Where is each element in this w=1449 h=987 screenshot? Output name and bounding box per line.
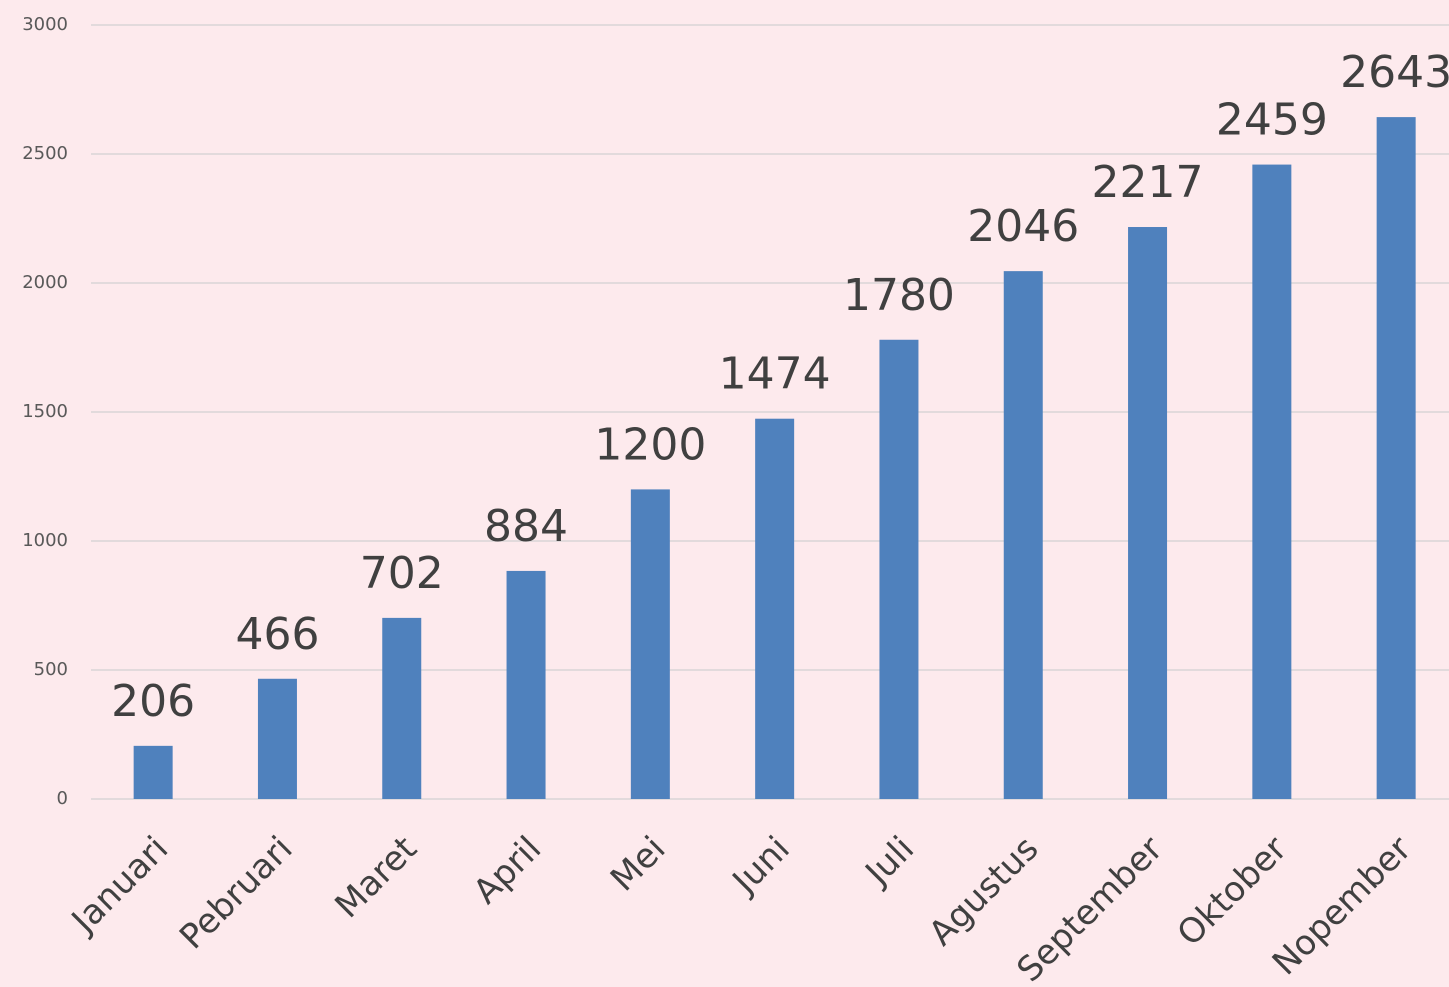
data-label: 466 — [235, 609, 319, 660]
y-tick-label: 0 — [57, 788, 68, 809]
data-label: 1200 — [594, 419, 706, 470]
x-tick-label: Januari — [63, 829, 176, 942]
x-tick-label: Pebruari — [172, 829, 300, 957]
data-label: 702 — [360, 548, 444, 599]
data-label: 1474 — [719, 349, 831, 400]
data-label: 206 — [111, 676, 195, 727]
bar — [133, 745, 173, 799]
y-tick-label: 1000 — [22, 530, 68, 551]
x-tick-label: Juli — [857, 829, 922, 894]
y-tick-label: 3000 — [22, 14, 68, 35]
y-tick-label: 2500 — [22, 143, 68, 164]
x-tick-label: Mei — [603, 829, 674, 900]
bar — [1252, 164, 1292, 799]
bar — [879, 339, 919, 799]
x-tick-label: Maret — [327, 829, 424, 926]
bar — [1003, 271, 1043, 800]
bar — [257, 678, 297, 799]
data-label: 1780 — [843, 270, 955, 321]
x-tick-label: Oktober — [1170, 829, 1295, 954]
bar — [506, 570, 546, 799]
data-label: 2046 — [967, 201, 1079, 252]
bar — [630, 489, 670, 799]
data-label: 884 — [484, 501, 568, 552]
y-tick-label: 1500 — [22, 401, 68, 422]
bar — [755, 418, 795, 799]
data-label: 2643 — [1340, 47, 1449, 98]
x-tick-label: Agustus — [921, 829, 1046, 954]
data-label: 2217 — [1092, 157, 1204, 208]
x-tick-label: April — [466, 829, 549, 912]
bar — [382, 617, 422, 799]
y-tick-label: 2000 — [22, 272, 68, 293]
y-tick-label: 500 — [34, 659, 68, 680]
bar — [1376, 117, 1416, 799]
bar — [1128, 227, 1168, 799]
data-label: 2459 — [1216, 95, 1328, 146]
x-tick-label: Juni — [724, 829, 798, 903]
